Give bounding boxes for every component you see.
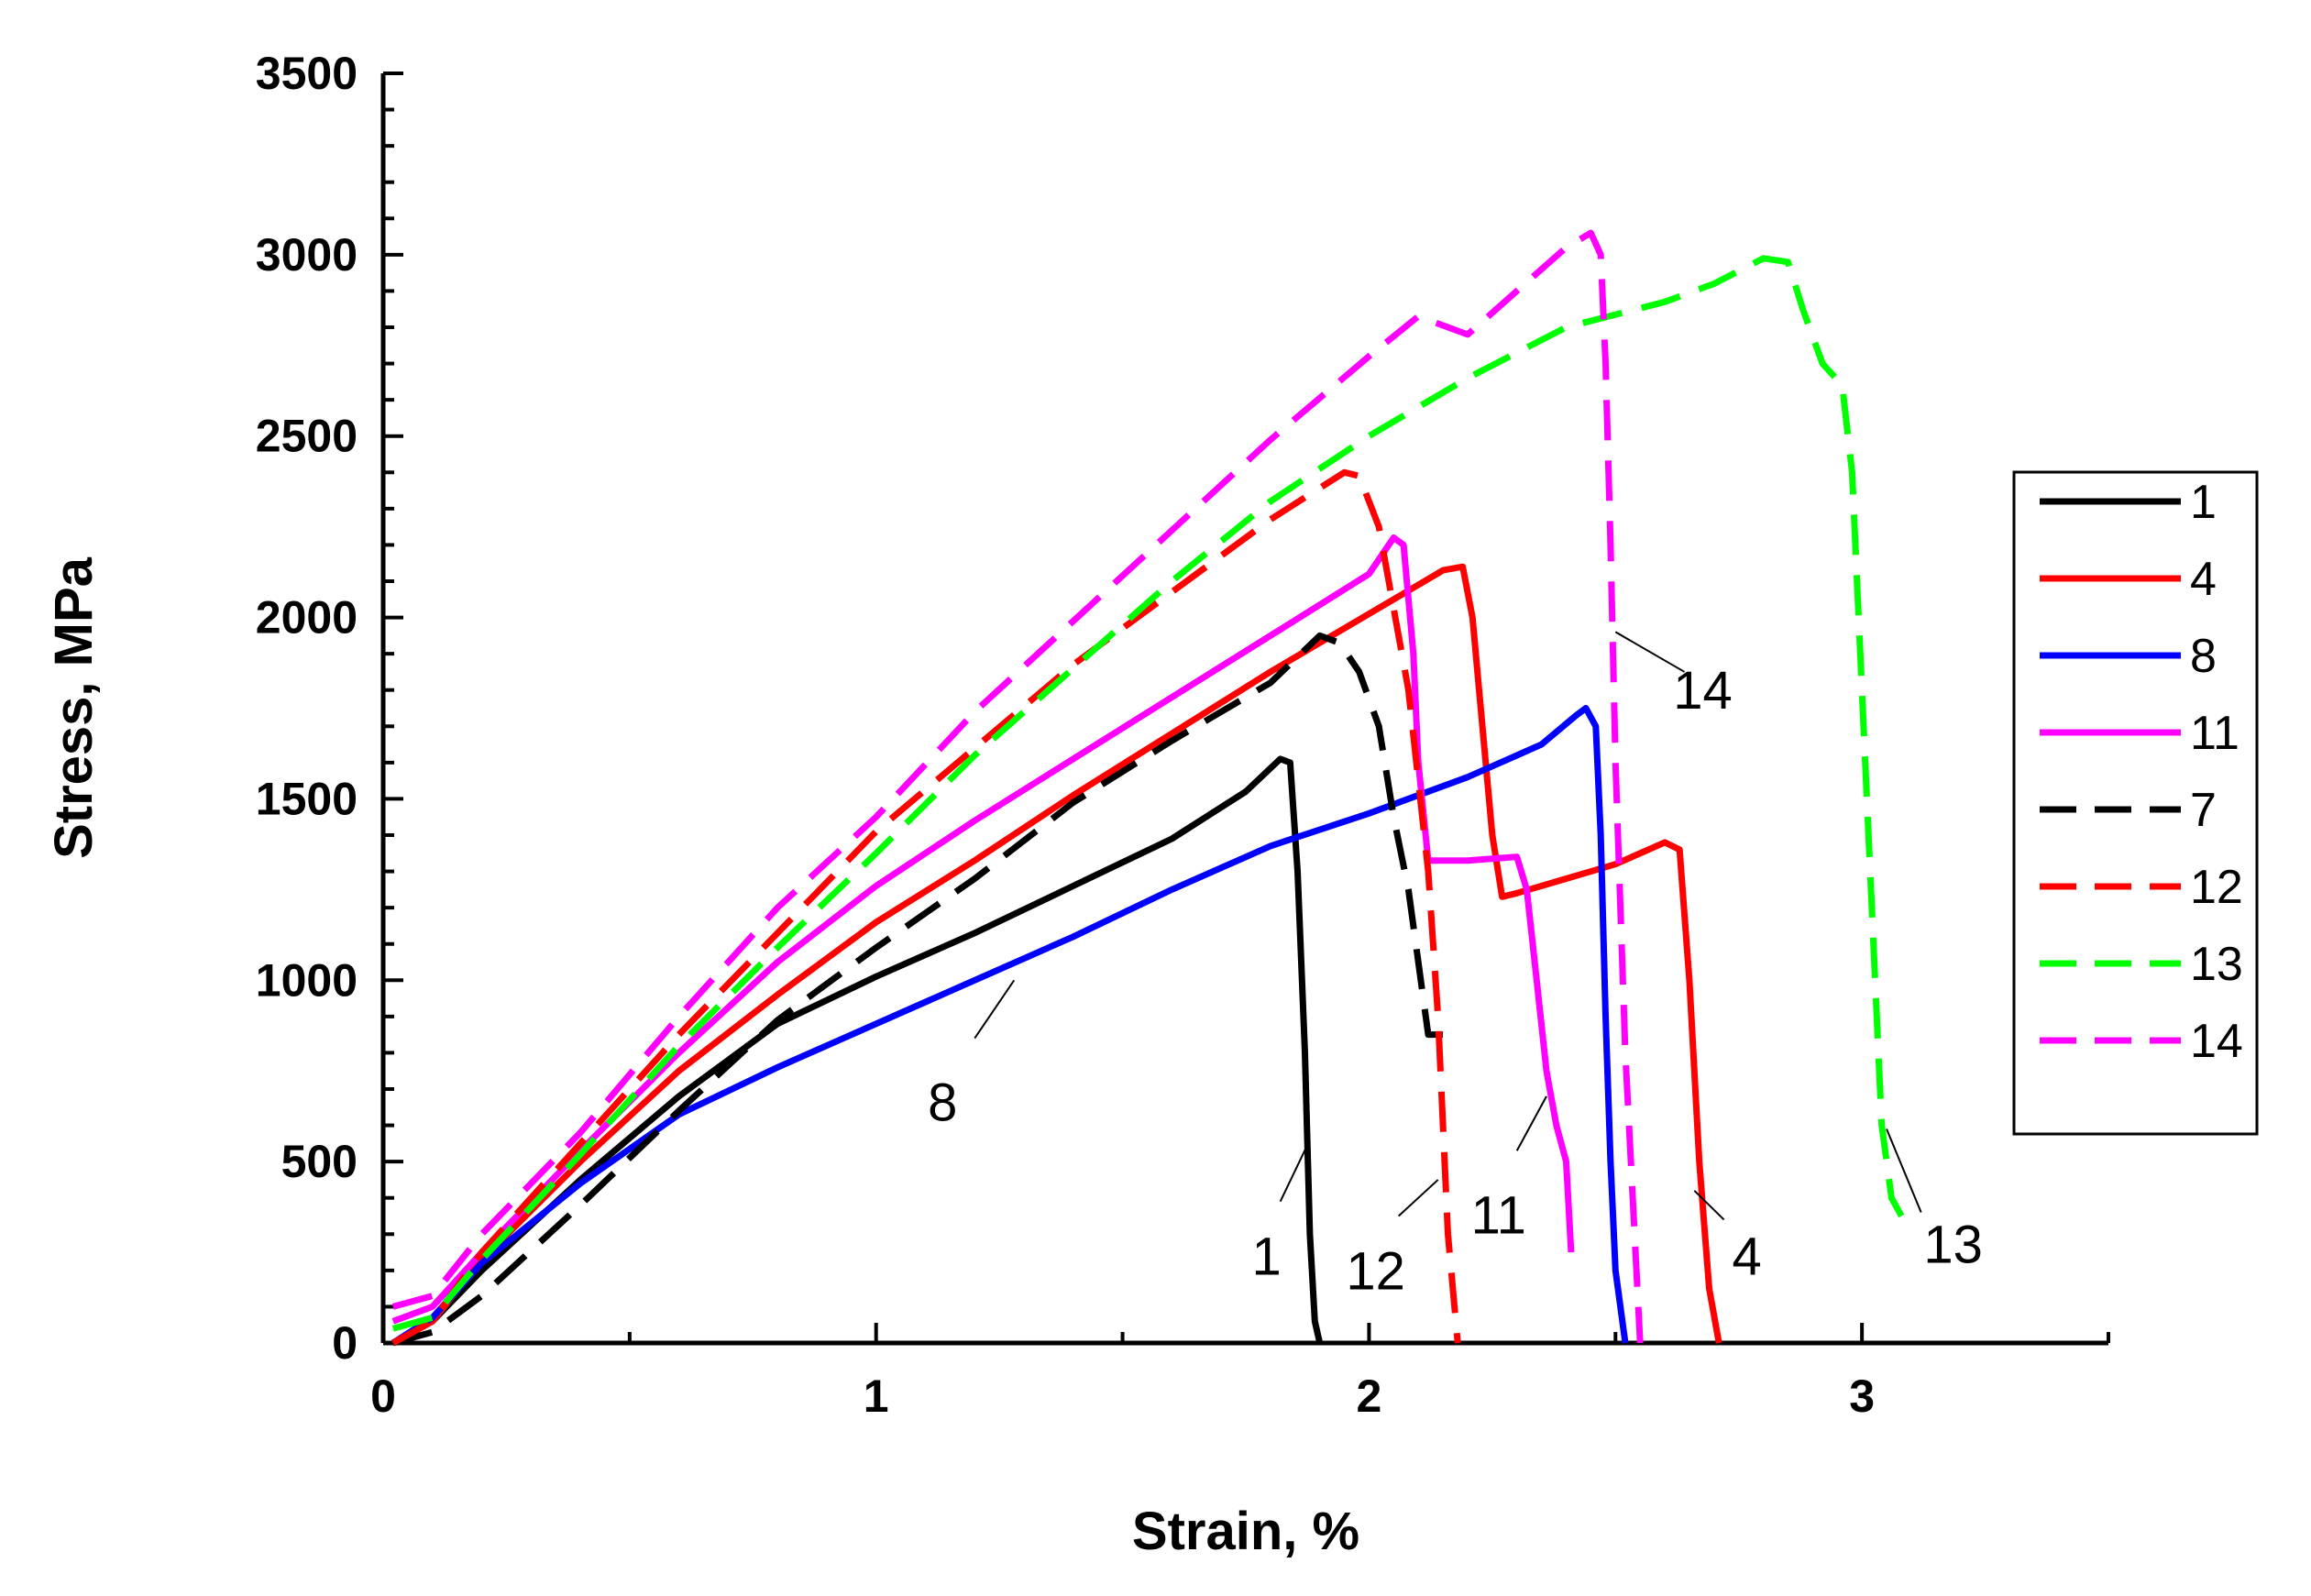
legend-label-4: 4 (2190, 553, 2217, 606)
series-line-1 (391, 755, 1324, 1347)
x-tick-label: 2 (1357, 1370, 1382, 1422)
annotation-leader-12 (1398, 1179, 1439, 1217)
series-line-12 (391, 468, 1461, 1347)
series-line-14 (391, 229, 1644, 1344)
legend-label-11: 11 (2190, 707, 2239, 760)
annotation-leader-8 (974, 979, 1016, 1040)
annotation-label-8: 8 (928, 1073, 957, 1133)
annotation-label-12: 12 (1346, 1242, 1405, 1302)
legend-label-1: 1 (2190, 476, 2217, 529)
annotation-label-1: 1 (1252, 1227, 1282, 1287)
annotation-leader-1 (1279, 1139, 1311, 1203)
y-tick-label: 2000 (256, 592, 358, 644)
annotation-label-11: 11 (1471, 1185, 1526, 1245)
curve-annotations: 1 12 11 4 13 8 14 (928, 631, 1983, 1302)
legend-box (2012, 470, 2259, 1136)
series-line-13 (391, 255, 1905, 1332)
annotation-leader-13 (1886, 1128, 1922, 1213)
annotation-leader-14 (1614, 631, 1686, 673)
series-lines (391, 229, 1905, 1347)
series-line-7 (391, 632, 1458, 1347)
annotation-label-4: 4 (1732, 1227, 1761, 1286)
legend-label-14: 14 (2190, 1015, 2243, 1068)
x-tick-label: 0 (370, 1370, 396, 1422)
annotation-leader-4 (1693, 1190, 1725, 1221)
series-line-11 (391, 534, 1575, 1325)
x-axis-title: Strain, % (1132, 1502, 1359, 1561)
x-tick-label: 1 (864, 1370, 889, 1422)
y-tick-label: 3000 (256, 229, 358, 281)
legend-label-12: 12 (2190, 861, 2243, 914)
series-line-4 (391, 563, 1722, 1347)
annotation-label-14: 14 (1673, 661, 1733, 721)
y-tick-label: 1000 (256, 954, 358, 1006)
legend-label-13: 13 (2190, 938, 2243, 991)
legend-label-7: 7 (2190, 784, 2217, 837)
annotation-label-13: 13 (1923, 1216, 1983, 1275)
y-tick-label: 1500 (256, 773, 358, 824)
y-tick-label: 2500 (256, 411, 358, 462)
series-line-8 (391, 705, 1629, 1346)
annotation-leader-11 (1515, 1095, 1547, 1151)
legend-label-8: 8 (2190, 630, 2217, 683)
y-tick-label: 0 (332, 1317, 358, 1369)
y-axis-title: Stress, MPa (44, 556, 104, 859)
y-tick-label: 3500 (256, 48, 358, 99)
x-tick-label: 3 (1849, 1370, 1875, 1422)
y-tick-label: 500 (281, 1136, 358, 1187)
